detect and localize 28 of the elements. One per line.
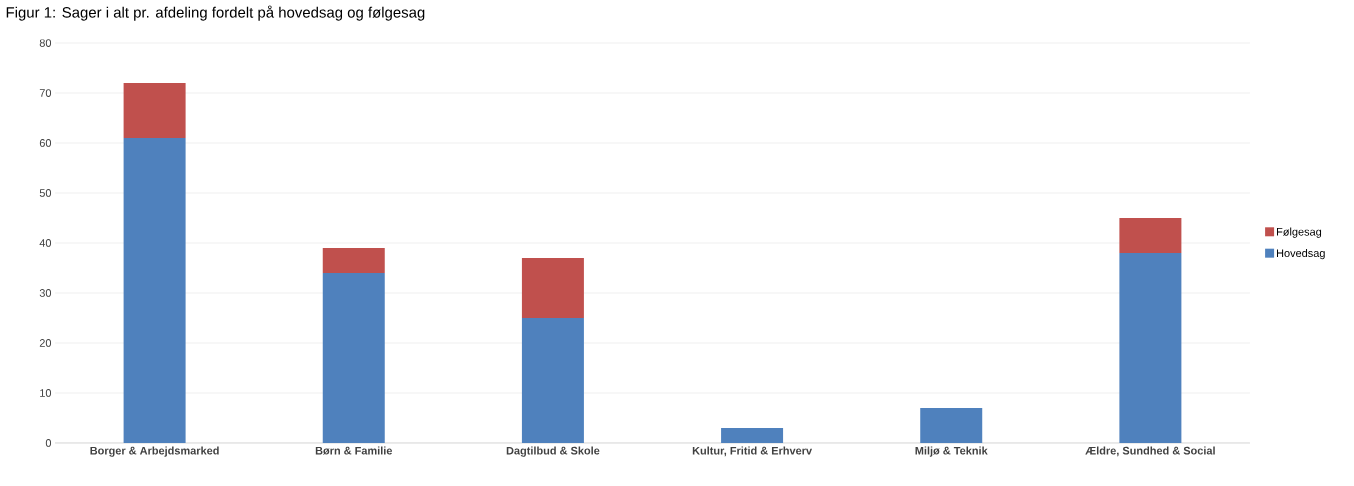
bar [521, 317, 584, 443]
y-tick-label: 80 [39, 39, 52, 47]
bar [322, 247, 385, 273]
y-tick-label: 0 [45, 439, 52, 447]
bar [721, 427, 784, 443]
y-tick-label: 70 [39, 89, 52, 97]
y-tick-label: 60 [39, 139, 52, 147]
bar [920, 407, 983, 443]
bar [521, 257, 584, 318]
x-tick-label: Borger & Arbejdsmarked [90, 446, 219, 457]
y-tick-label: 20 [39, 339, 52, 347]
bar [123, 83, 186, 138]
chart-title: Figur 1: Sager i alt pr. afdeling fordelt på hovedsag og følgesag [6, 5, 425, 21]
x-tick-label: Miljø & Teknik [915, 446, 988, 457]
bar [123, 137, 186, 443]
legend-label: Hovedsag [1277, 248, 1325, 260]
y-tick-label: 30 [39, 289, 52, 297]
y-tick-label: 10 [40, 389, 52, 397]
bar [322, 272, 385, 443]
y-tick-label: 50 [39, 189, 52, 197]
x-tick-label: Børn & Familie [315, 446, 393, 455]
y-tick-label: 40 [39, 239, 52, 247]
x-tick-label: Dagtilbud & Skole [506, 446, 600, 457]
bar [1119, 252, 1182, 443]
bar [1119, 217, 1182, 253]
x-tick-label: Kultur, Fritid & Erhverv [692, 446, 812, 457]
x-tick-label: Ældre, Sundhed & Social [1085, 446, 1215, 457]
legend-label: Følgesag [1277, 227, 1322, 238]
